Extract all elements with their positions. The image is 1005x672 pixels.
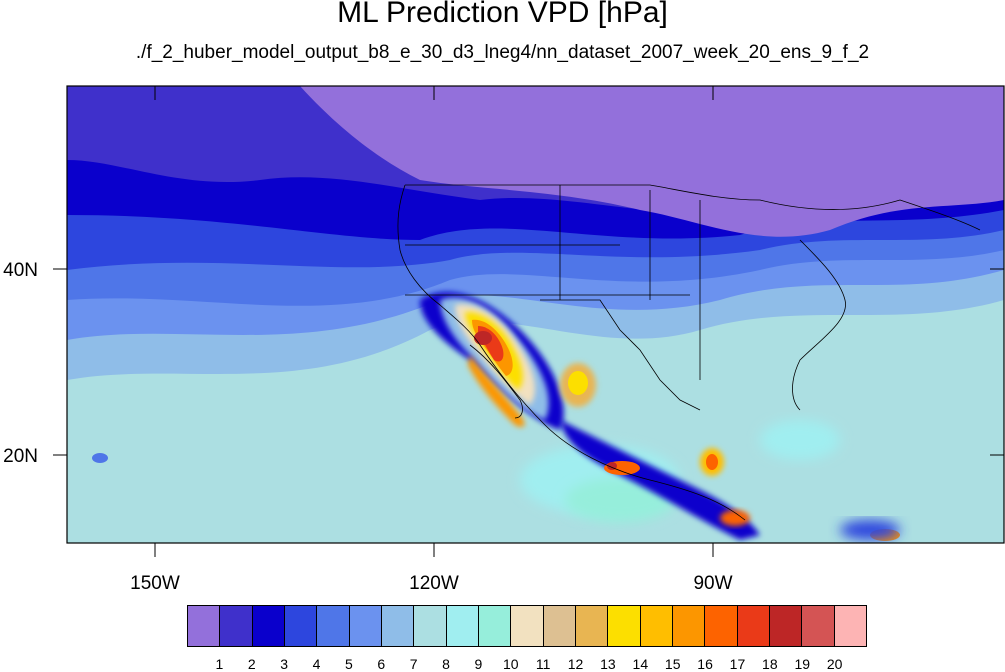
chart-title: ML Prediction VPD [hPa]	[337, 0, 668, 29]
colorbar-box	[220, 606, 253, 646]
vpd-map: 150W 120W 90W 40N 20N	[3, 85, 1005, 594]
colorbar-label: 11	[535, 656, 551, 672]
colorbar-box	[802, 606, 835, 646]
colorbar	[187, 605, 867, 647]
field-layer	[67, 86, 1004, 543]
colorbar-box	[188, 606, 221, 646]
colorbar-box	[414, 606, 447, 646]
colorbar-label: 9	[474, 656, 483, 672]
ticks	[53, 86, 1004, 557]
colorbar-label: 14	[632, 656, 649, 672]
colorbar-label: 6	[377, 656, 386, 672]
colorbar-label: 12	[567, 656, 584, 672]
colorbar-label: 20	[826, 656, 843, 672]
colorbar-label: 8	[442, 656, 450, 672]
colorbar-box	[381, 606, 415, 646]
colorbar-box	[575, 606, 609, 646]
colorbar-box	[284, 606, 318, 646]
colorbar-label: 5	[344, 656, 353, 672]
lon-label-120w: 120W	[409, 573, 459, 594]
colorbar-box	[511, 606, 544, 646]
map-frame	[66, 85, 1005, 544]
colorbar-label: 1	[215, 656, 224, 672]
colorbar-box	[252, 606, 285, 646]
colorbar-label: 18	[762, 656, 778, 672]
colorbar-label: 2	[247, 656, 256, 672]
colorbar-box	[608, 606, 641, 646]
colorbar-label: 17	[729, 656, 746, 672]
colorbar-label: 13	[600, 656, 616, 672]
colorbar-box	[478, 606, 512, 646]
colorbar-label: 15	[664, 656, 681, 672]
lon-label-150w: 150W	[130, 573, 180, 594]
colorbar-label: 16	[697, 656, 713, 672]
colorbar-box	[769, 606, 803, 646]
colorbar-box	[834, 606, 866, 646]
colorbar-box	[737, 606, 770, 646]
lat-label-20n: 20N	[3, 446, 38, 467]
colorbar-box	[446, 606, 479, 646]
colorbar-box	[705, 606, 738, 646]
colorbar-label: 7	[409, 656, 418, 672]
colorbar-box	[349, 606, 382, 646]
colorbar-label: 3	[280, 656, 289, 672]
chart-subtitle: ./f_2_huber_model_output_b8_e_30_d3_lneg…	[135, 42, 870, 63]
coastlines	[397, 184, 981, 521]
colorbar-label: 4	[312, 656, 321, 672]
colorbar-label: 19	[794, 656, 811, 672]
colorbar-box	[672, 606, 706, 646]
lon-label-90w: 90W	[693, 573, 732, 594]
lat-label-40n: 40N	[3, 260, 38, 281]
colorbar-box	[640, 606, 673, 646]
colorbar-label: 10	[503, 656, 519, 672]
colorbar-box	[543, 606, 576, 646]
colorbar-box	[317, 606, 350, 646]
